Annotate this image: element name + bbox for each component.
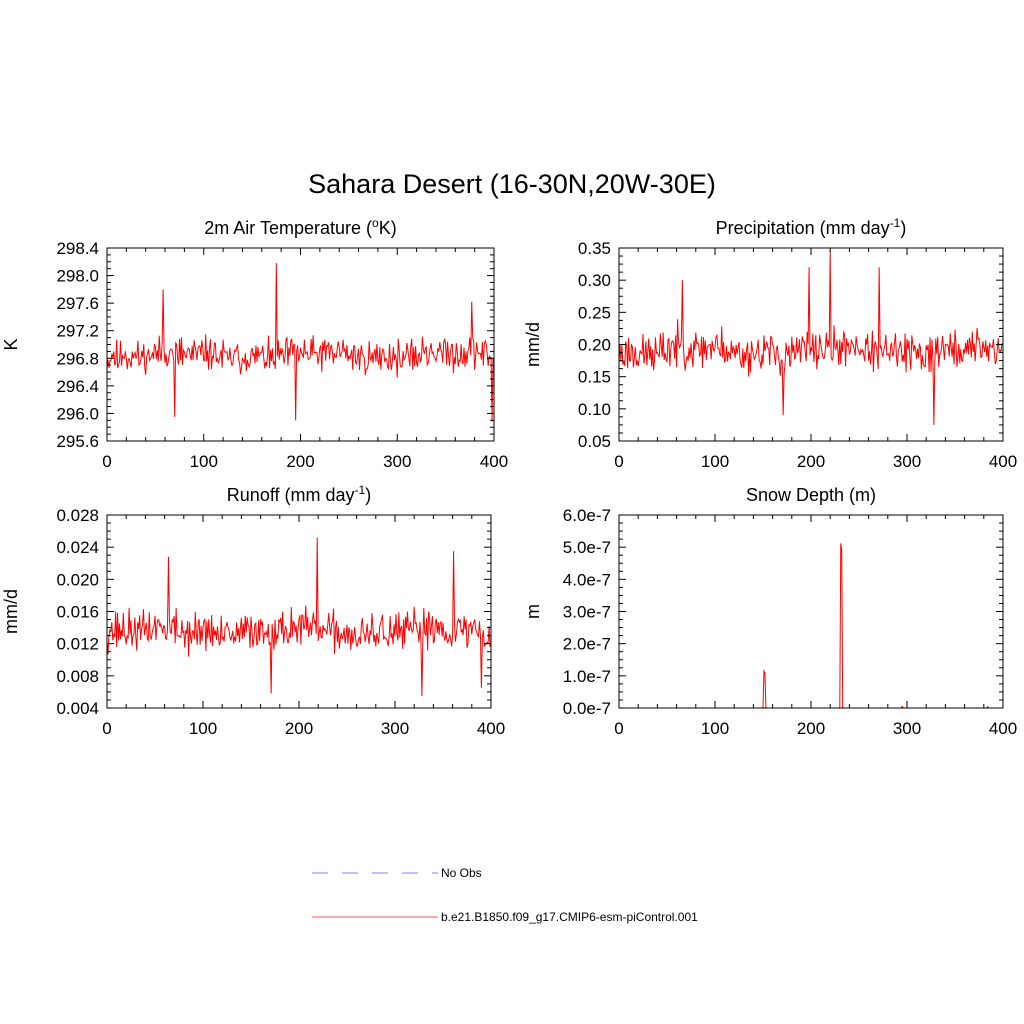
y-tick-label: 0.10 (578, 400, 611, 419)
y-tick-label: 0.05 (578, 432, 611, 451)
y-tick-label: 0.35 (578, 239, 611, 258)
x-tick-label: 100 (701, 452, 729, 471)
y-tick-label: 0.004 (56, 699, 99, 718)
x-tick-label: 400 (477, 719, 505, 738)
y-axis-label: mm/d (1, 589, 21, 634)
chart-panel-3: 0 100 200 300 400 0.004 0.008 0.012 0.016 0.020 0.… (1, 483, 505, 738)
panel-title: Runoff (mm day-1) (227, 483, 371, 505)
panel-title: Precipitation (mm day-1) (716, 216, 907, 238)
series-line (618, 251, 1003, 425)
y-tick-label: 0.016 (56, 603, 99, 622)
series-line (106, 537, 491, 696)
legend-label-model: b.e21.B1850.f09_g17.CMIP6-esm-piControl.… (441, 910, 698, 924)
x-tick-label: 100 (189, 719, 217, 738)
y-tick-label: 0.024 (56, 538, 99, 557)
series-line (106, 263, 494, 422)
chart-panel-2: 0 100 200 300 400 0.05 0.10 0.15 0.20 0.25 0.30 0.3… (523, 216, 1017, 471)
panel-title: Snow Depth (m) (746, 485, 876, 505)
y-tick-label: 296.0 (56, 404, 99, 423)
y-tick-label: 0.0e-7 (563, 699, 611, 718)
y-tick-label: 0.25 (578, 303, 611, 322)
y-axis-label: K (1, 338, 21, 350)
x-tick-label: 400 (989, 719, 1017, 738)
chart-panel-1: 0 100 200 300 400 295.6 296.0 296.4 296.8 297.2 29… (1, 216, 508, 471)
x-tick-label: 300 (893, 719, 921, 738)
y-tick-label: 2.0e-7 (563, 635, 611, 654)
x-tick-label: 100 (190, 452, 218, 471)
y-tick-label: 296.4 (56, 377, 99, 396)
chart-panel-4: 0 100 200 300 400 0.0e-7 1.0e-7 2.0e-7 3.0e-7 4.0… (523, 485, 1017, 738)
y-tick-label: 298.4 (56, 239, 99, 258)
panel-title: 2m Air Temperature (oK) (204, 216, 396, 238)
y-tick-label: 297.6 (56, 294, 99, 313)
plot-frame (106, 247, 495, 442)
y-tick-label: 0.15 (578, 368, 611, 387)
x-tick-label: 300 (383, 452, 411, 471)
y-tick-label: 0.020 (56, 570, 99, 589)
x-tick-label: 0 (614, 452, 623, 471)
x-tick-label: 400 (480, 452, 508, 471)
y-tick-label: 298.0 (56, 267, 99, 286)
y-tick-label: 0.012 (56, 635, 99, 654)
y-tick-label: 296.8 (56, 349, 99, 368)
x-tick-label: 200 (797, 452, 825, 471)
y-tick-label: 0.008 (56, 667, 99, 686)
y-tick-label: 1.0e-7 (563, 667, 611, 686)
y-tick-label: 6.0e-7 (563, 506, 611, 525)
y-tick-label: 0.20 (578, 336, 611, 355)
x-tick-label: 200 (797, 719, 825, 738)
y-tick-label: 295.6 (56, 432, 99, 451)
legend: No Obs b.e21.B1850.f09_g17.CMIP6-esm-piC… (312, 866, 698, 924)
x-tick-label: 0 (102, 452, 111, 471)
legend-label-no-obs: No Obs (441, 866, 482, 880)
y-tick-label: 0.028 (56, 506, 99, 525)
y-tick-label: 3.0e-7 (563, 603, 611, 622)
y-axis-label: mm/d (523, 322, 543, 367)
series-line (619, 543, 1003, 709)
x-tick-label: 300 (893, 452, 921, 471)
x-tick-label: 200 (286, 452, 314, 471)
y-tick-label: 297.2 (56, 322, 99, 341)
x-tick-label: 200 (285, 719, 313, 738)
y-axis-label: m (523, 604, 543, 619)
plot-frame (106, 514, 492, 709)
y-tick-label: 5.0e-7 (563, 538, 611, 557)
x-tick-label: 0 (614, 719, 623, 738)
x-tick-label: 100 (701, 719, 729, 738)
figure-title: Sahara Desert (16-30N,20W-30E) (308, 169, 716, 199)
plot-frame (618, 514, 1004, 709)
x-tick-label: 400 (989, 452, 1017, 471)
x-tick-label: 0 (102, 719, 111, 738)
y-tick-label: 0.30 (578, 271, 611, 290)
y-tick-label: 4.0e-7 (563, 570, 611, 589)
x-tick-label: 300 (381, 719, 409, 738)
